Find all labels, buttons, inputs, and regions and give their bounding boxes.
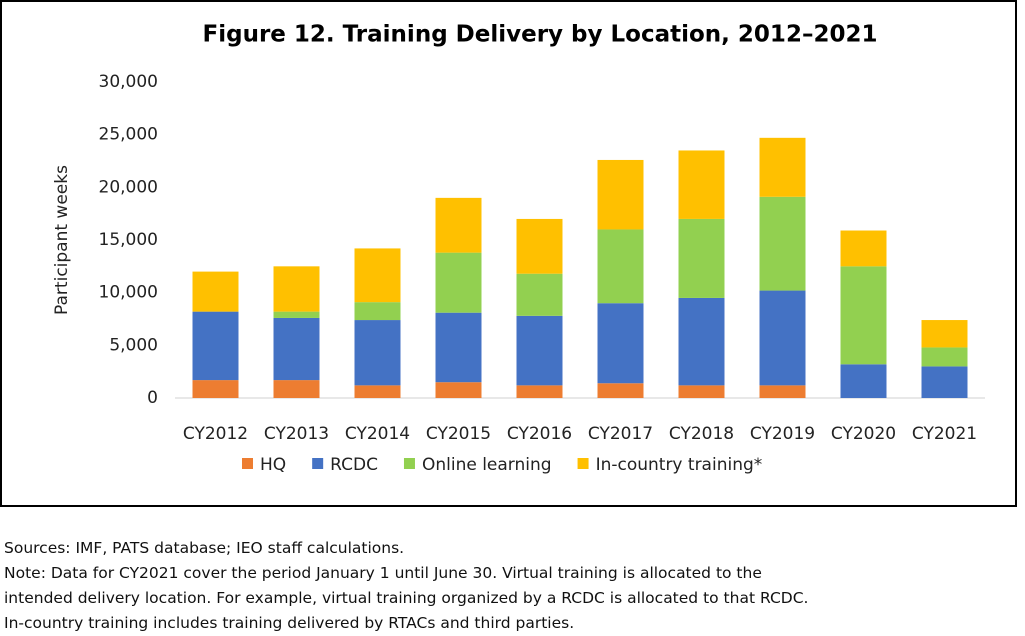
notes: Sources: IMF, PATS database; IEO staff c… (4, 536, 808, 636)
bar-segment (678, 297, 725, 386)
chart: Figure 12. Training Delivery by Location… (0, 0, 1017, 507)
bar-segment (840, 364, 887, 398)
note-line: Note: Data for CY2021 cover the period J… (4, 564, 762, 582)
bar-segment (597, 383, 644, 398)
bar-segment (678, 218, 725, 298)
x-tick-label: CY2014 (345, 424, 410, 444)
legend-swatch (403, 458, 415, 469)
x-tick-label: CY2012 (183, 424, 248, 444)
bar-segment (273, 317, 320, 381)
bar-segment (354, 248, 401, 303)
bar-segment (921, 320, 968, 348)
legend-label: Online learning (422, 455, 552, 475)
legend-label: RCDC (330, 455, 378, 475)
legend-swatch (312, 458, 324, 469)
bar-segment (921, 366, 968, 398)
bar-segment (192, 311, 239, 381)
x-tick-label: CY2019 (750, 424, 815, 444)
bar-segment (840, 266, 887, 365)
bar-segment (759, 137, 806, 197)
legend-swatch (577, 458, 589, 469)
chart-title: Figure 12. Training Delivery by Location… (203, 22, 878, 48)
bar-segment (435, 382, 482, 398)
legend-swatch (242, 458, 253, 469)
bar-segment (597, 229, 644, 304)
note-line: In-country training includes training de… (4, 614, 575, 632)
bar-segment (921, 347, 968, 367)
y-tick-label: 5,000 (109, 335, 158, 355)
bar-segment (273, 311, 320, 318)
y-tick-label: 0 (147, 388, 158, 408)
bar-segment (516, 385, 563, 398)
bar-segment (435, 312, 482, 383)
bar-segment (678, 150, 725, 219)
x-tick-label: CY2021 (912, 424, 977, 444)
bar-segment (273, 266, 320, 312)
bar-segment (516, 273, 563, 316)
y-tick-label: 20,000 (99, 177, 158, 197)
bar-segment (840, 230, 887, 267)
y-axis-label: Participant weeks (52, 165, 72, 315)
x-tick-label: CY2018 (669, 424, 734, 444)
bar-segment (354, 385, 401, 398)
bar-segment (354, 320, 401, 386)
bar-segment (759, 290, 806, 386)
y-tick-label: 30,000 (99, 72, 158, 92)
x-tick-label: CY2016 (507, 424, 572, 444)
bar-segment (759, 385, 806, 398)
y-tick-label: 10,000 (99, 283, 158, 303)
bar-segment (435, 197, 482, 253)
x-tick-label: CY2015 (426, 424, 491, 444)
y-tick-label: 15,000 (99, 230, 158, 250)
bar-segment (516, 218, 563, 274)
x-tick-label: CY2020 (831, 424, 896, 444)
bar-segment (516, 315, 563, 386)
bar-segment (192, 380, 239, 398)
x-tick-label: CY2017 (588, 424, 653, 444)
legend-label: In-country training* (596, 455, 763, 475)
bar-segment (678, 385, 725, 398)
bar-segment (354, 302, 401, 321)
bar-segment (192, 271, 239, 312)
note-line: intended delivery location. For example,… (4, 589, 809, 607)
x-tick-label: CY2013 (264, 424, 329, 444)
bar-segment (597, 303, 644, 384)
bar-segment (759, 196, 806, 291)
note-line: Sources: IMF, PATS database; IEO staff c… (4, 539, 405, 557)
y-tick-label: 25,000 (99, 125, 158, 145)
bar-segment (435, 252, 482, 313)
bar-segment (597, 159, 644, 230)
legend-label: HQ (260, 455, 286, 475)
bar-segment (273, 380, 320, 398)
